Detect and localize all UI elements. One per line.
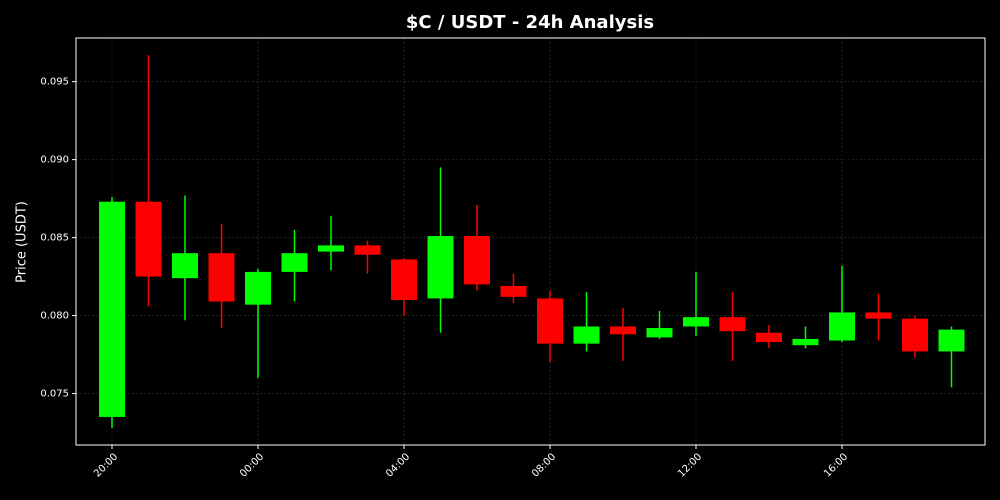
- candle-body: [391, 259, 417, 300]
- y-axis-label: Price (USDT): [15, 201, 30, 283]
- candle-body: [99, 201, 125, 417]
- candle-body: [318, 245, 344, 252]
- candle-body: [719, 317, 746, 332]
- candle-body: [902, 318, 928, 352]
- candle-body: [172, 253, 198, 279]
- plot-frame: [75, 37, 986, 446]
- y-tick-label: 0.095: [40, 77, 69, 88]
- candle-body: [792, 338, 819, 346]
- candle-body: [208, 253, 235, 302]
- candle-body: [537, 298, 563, 344]
- y-tick-label: 0.075: [40, 389, 69, 400]
- candle-body: [135, 201, 162, 277]
- candle-body: [464, 236, 490, 285]
- y-tick-label: 0.085: [40, 233, 69, 244]
- candle-body: [646, 328, 673, 338]
- candle-body: [281, 253, 308, 272]
- candle-body: [938, 329, 965, 352]
- candle-body: [427, 236, 454, 299]
- candle-body: [573, 326, 600, 344]
- candle-body: [500, 285, 527, 297]
- y-tick-label: 0.090: [40, 155, 69, 166]
- y-tick-label: 0.080: [40, 311, 69, 322]
- candle-body: [683, 317, 709, 327]
- chart-title: $C / USDT - 24h Analysis: [406, 12, 654, 33]
- candle-body: [354, 245, 381, 255]
- candle-body: [610, 326, 636, 335]
- candle-body: [829, 312, 855, 341]
- candle-body: [245, 271, 271, 305]
- candle-body: [756, 332, 782, 343]
- candle-body: [865, 312, 892, 319]
